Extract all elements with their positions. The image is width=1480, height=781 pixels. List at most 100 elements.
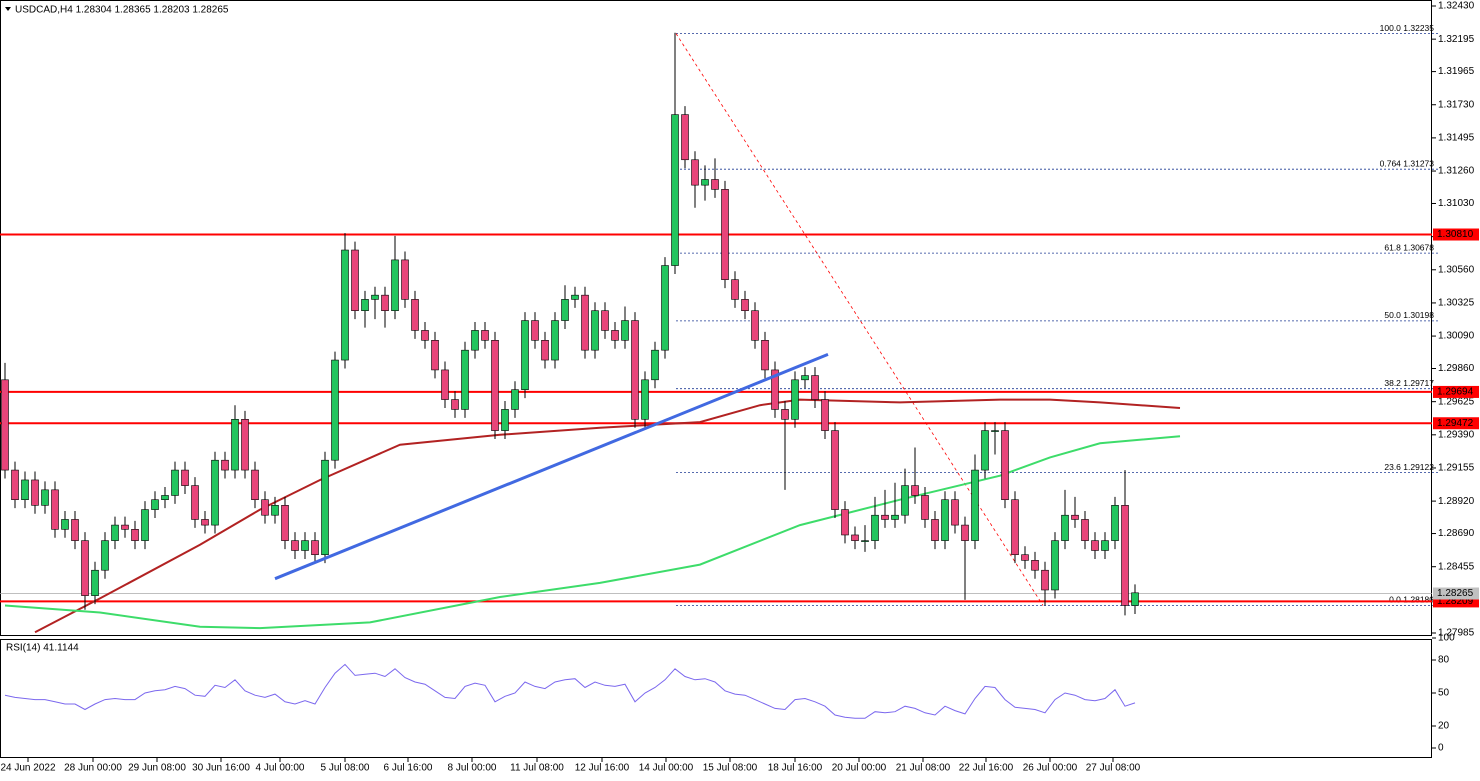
candle-body	[1041, 569, 1049, 591]
candle-body	[881, 514, 889, 520]
candle-body	[391, 259, 399, 311]
candle-body	[601, 310, 609, 331]
candle-body	[41, 489, 49, 506]
y-tick-label: 1.31730	[1438, 99, 1475, 110]
rsi-label: RSI(14) 41.1144	[6, 643, 79, 654]
candle-body	[301, 540, 309, 551]
candle-body	[551, 320, 559, 361]
candle-body	[441, 369, 449, 400]
candle-body	[151, 499, 159, 510]
candle-body	[31, 479, 39, 506]
candle-body	[651, 349, 659, 381]
menu-icon	[5, 7, 11, 11]
candle-body	[491, 340, 499, 431]
candle-body	[991, 430, 999, 432]
x-tick-label: 15 Jul 08:00	[703, 763, 758, 774]
level-label: 1.30810	[1437, 229, 1474, 240]
candle-body	[231, 418, 239, 471]
candle-body	[711, 179, 719, 190]
x-tick-label: 4 Jul 00:00	[256, 763, 305, 774]
candle-body	[81, 540, 89, 596]
candle-body	[461, 349, 469, 410]
rsi-tick-label: 80	[1438, 655, 1450, 666]
y-tick-label: 1.31965	[1438, 66, 1475, 77]
candle-body	[181, 469, 189, 486]
fib-label: 61.8 1.30678	[1384, 242, 1434, 252]
x-tick-label: 30 Jun 16:00	[192, 763, 250, 774]
candle-body	[161, 495, 169, 501]
y-tick-label: 1.30560	[1438, 264, 1475, 275]
rsi-tick-label: 100	[1438, 633, 1455, 644]
last-price-label: 1.28265	[1437, 588, 1474, 599]
level-label-box	[1433, 385, 1479, 398]
fib-diagonal	[675, 33, 1044, 606]
y-tick-label: 1.29155	[1438, 463, 1475, 474]
y-tick-label: 1.29625	[1438, 396, 1475, 407]
x-tick-label: 5 Jul 08:00	[321, 763, 370, 774]
moving-average	[34, 398, 1181, 634]
candle-body	[621, 320, 629, 341]
candle-body	[131, 529, 139, 541]
x-tick-label: 24 Jun 2022	[0, 763, 55, 774]
x-tick-label: 8 Jul 00:00	[448, 763, 497, 774]
candle-body	[941, 499, 949, 541]
price-panel-frame	[0, 0, 1432, 636]
candle-body	[251, 469, 259, 501]
fib-label: 50.0 1.30198	[1384, 310, 1434, 320]
candle-body	[1051, 540, 1059, 591]
rsi-tick-label: 0	[1438, 743, 1444, 754]
candle-body	[661, 265, 669, 351]
candle-body	[471, 330, 479, 351]
candle-body	[721, 189, 729, 280]
candle-body	[21, 479, 29, 501]
candle-body	[901, 485, 909, 516]
x-tick-label: 18 Jul 16:00	[768, 763, 823, 774]
candle-body	[761, 340, 769, 371]
candle-body	[791, 379, 799, 420]
candle-body	[911, 485, 919, 496]
candle-body	[1, 379, 9, 471]
fib-label: 0.764 1.31273	[1380, 158, 1435, 168]
candle-body	[851, 534, 859, 541]
fib-label: 23.6 1.29122	[1384, 462, 1434, 472]
candle-body	[61, 519, 69, 530]
candle-body	[931, 519, 939, 541]
x-tick-label: 21 Jul 08:00	[896, 763, 951, 774]
y-tick-label: 1.32195	[1438, 34, 1475, 45]
y-tick-label: 1.27985	[1438, 628, 1475, 639]
candle-body	[1011, 499, 1019, 556]
candle-body	[261, 499, 269, 516]
candle-body	[831, 430, 839, 510]
candle-body	[1091, 540, 1099, 551]
candle-body	[741, 299, 749, 311]
candle-body	[781, 409, 789, 420]
candle-body	[731, 279, 739, 300]
candle-body	[1001, 430, 1009, 501]
candle-body	[421, 330, 429, 341]
level-label: 1.28209	[1437, 596, 1474, 607]
candle-body	[891, 514, 899, 520]
candle-body	[561, 299, 569, 321]
candle-body	[141, 509, 149, 541]
candle-body	[501, 409, 509, 431]
candle-body	[211, 459, 219, 526]
candle-body	[91, 569, 99, 596]
candle-body	[451, 399, 459, 410]
x-tick-label: 28 Jun 00:00	[64, 763, 122, 774]
y-tick-label: 1.31030	[1438, 198, 1475, 209]
candle-body	[271, 505, 279, 516]
x-tick-label: 11 Jul 08:00	[510, 763, 564, 774]
candle-body	[1111, 505, 1119, 541]
candle-body	[771, 369, 779, 410]
y-tick-label: 1.30325	[1438, 298, 1475, 309]
candle-body	[1071, 514, 1079, 520]
candle-body	[871, 514, 879, 541]
candle-body	[121, 524, 129, 530]
candle-body	[241, 418, 249, 471]
candle-body	[961, 524, 969, 541]
x-tick-label: 22 Jul 16:00	[959, 763, 1014, 774]
candle-body	[701, 179, 709, 186]
candle-body	[671, 114, 679, 266]
y-tick-label: 1.29390	[1438, 429, 1475, 440]
candle-body	[481, 330, 489, 341]
